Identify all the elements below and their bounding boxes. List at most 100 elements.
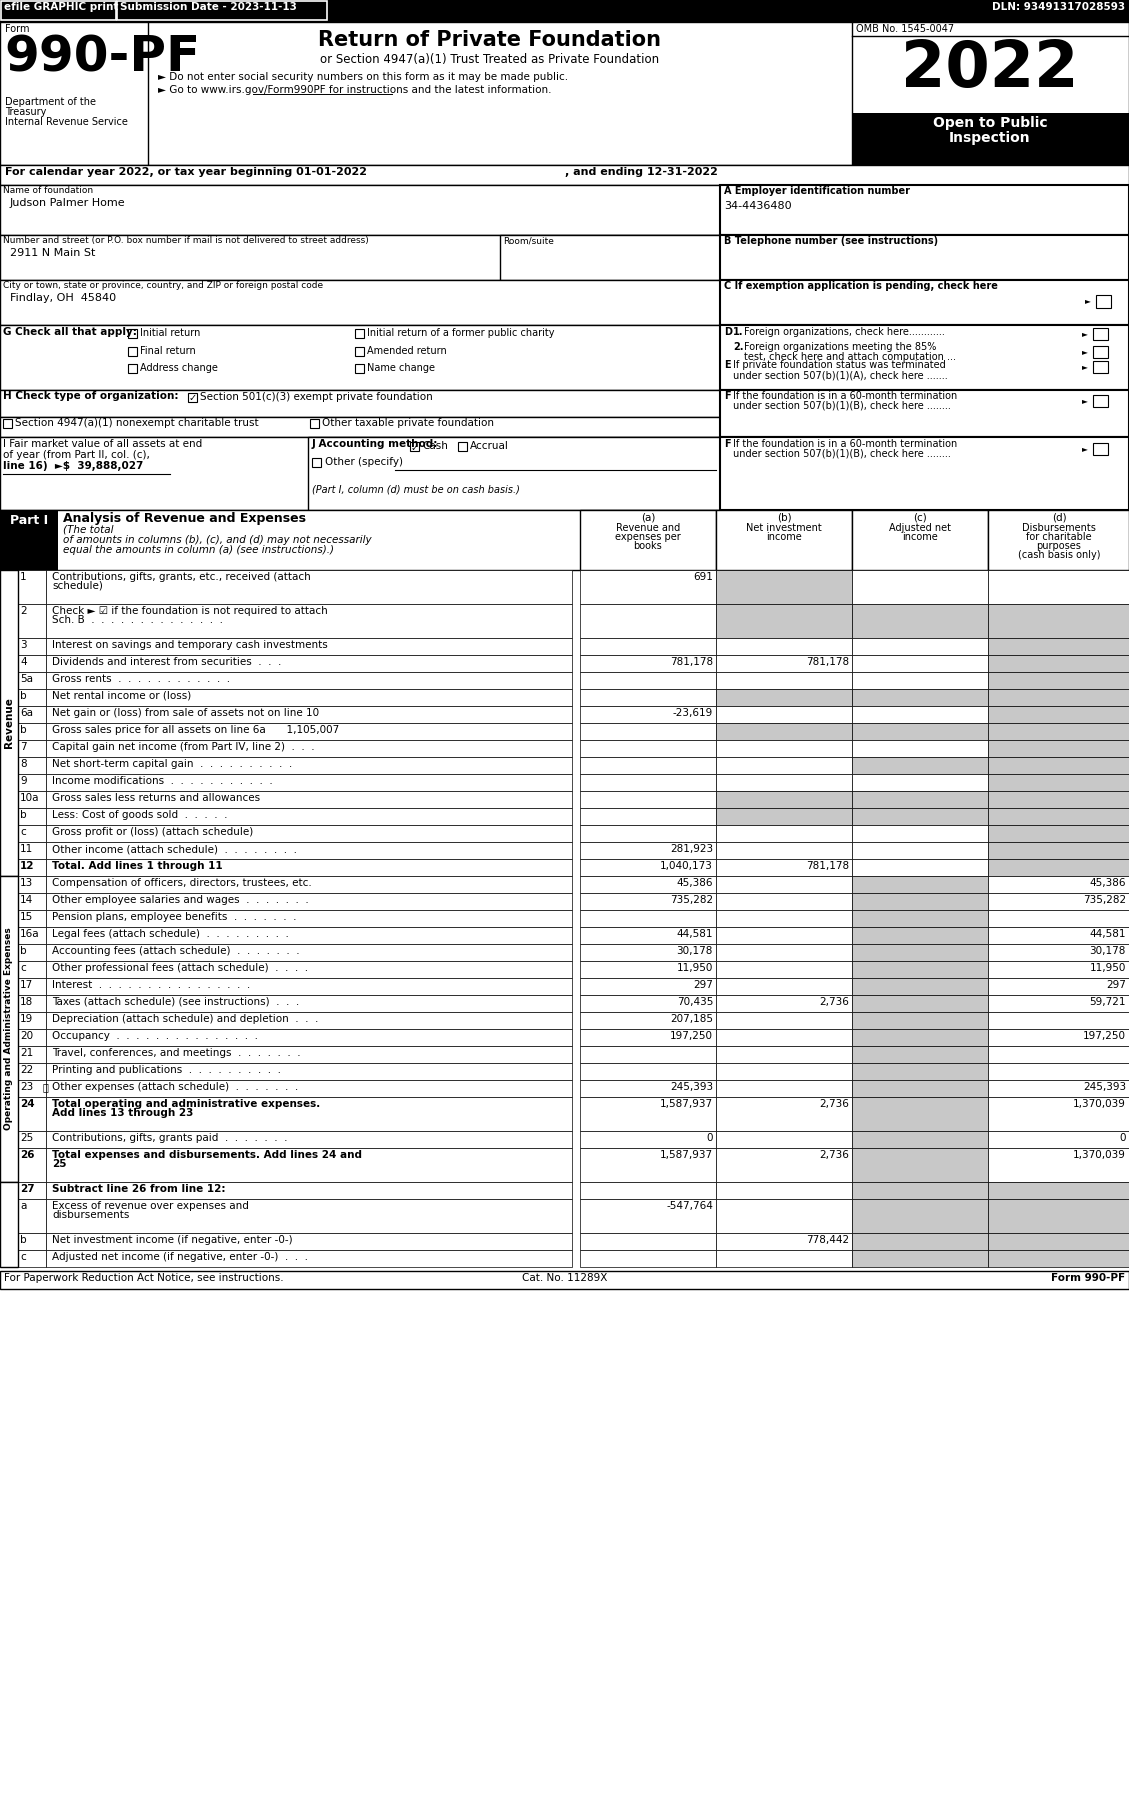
Text: Accrual: Accrual: [470, 441, 509, 451]
Bar: [18, 604, 46, 638]
Text: 1: 1: [20, 572, 27, 583]
Text: 34-4436480: 34-4436480: [724, 201, 791, 210]
Text: 1,040,173: 1,040,173: [660, 861, 714, 870]
Bar: [852, 978, 988, 994]
Text: 781,178: 781,178: [806, 861, 849, 870]
Text: Other professional fees (attach schedule)  .  .  .  .: Other professional fees (attach schedule…: [52, 964, 308, 973]
Bar: [0, 165, 1129, 185]
Text: (d): (d): [1052, 512, 1066, 523]
Bar: [46, 960, 572, 978]
Text: b: b: [20, 946, 27, 957]
Text: Check ► ☑ if the foundation is not required to attach: Check ► ☑ if the foundation is not requi…: [52, 606, 327, 617]
Text: Total operating and administrative expenses.: Total operating and administrative expen…: [52, 1099, 321, 1109]
Bar: [18, 859, 46, 876]
Bar: [852, 1097, 988, 1131]
Bar: [716, 859, 852, 876]
Bar: [1093, 345, 1108, 358]
Text: 22: 22: [20, 1064, 33, 1075]
Text: Other (specify): Other (specify): [325, 457, 403, 467]
Text: Other employee salaries and wages  .  .  .  .  .  .  .: Other employee salaries and wages . . . …: [52, 895, 308, 904]
Text: Analysis of Revenue and Expenses: Analysis of Revenue and Expenses: [63, 512, 306, 525]
Bar: [18, 1250, 46, 1268]
Text: Address change: Address change: [140, 363, 218, 372]
Bar: [18, 807, 46, 825]
Text: Net investment: Net investment: [746, 523, 822, 532]
Bar: [852, 791, 988, 807]
Bar: [18, 944, 46, 960]
Bar: [580, 1250, 716, 1268]
Bar: [580, 672, 716, 689]
Text: A Employer identification number: A Employer identification number: [724, 185, 910, 196]
Text: 15: 15: [20, 912, 33, 922]
Bar: [988, 1233, 1129, 1250]
Bar: [46, 604, 572, 638]
Bar: [46, 1097, 572, 1131]
Bar: [0, 437, 1129, 511]
Bar: [580, 807, 716, 825]
Bar: [580, 1199, 716, 1233]
Bar: [852, 570, 988, 604]
Bar: [0, 22, 148, 165]
Bar: [18, 910, 46, 928]
Bar: [18, 723, 46, 741]
Text: 59,721: 59,721: [1089, 998, 1126, 1007]
Bar: [716, 791, 852, 807]
Bar: [988, 894, 1129, 910]
Bar: [410, 442, 419, 451]
Text: If private foundation status was terminated: If private foundation status was termina…: [733, 360, 946, 370]
Bar: [988, 1097, 1129, 1131]
Text: ✓: ✓: [189, 394, 196, 403]
Text: income: income: [767, 532, 802, 541]
Text: Sch. B  .  .  .  .  .  .  .  .  .  .  .  .  .  .: Sch. B . . . . . . . . . . . . . .: [52, 615, 224, 626]
Bar: [1093, 327, 1108, 340]
Bar: [716, 1250, 852, 1268]
Text: 2022: 2022: [901, 38, 1078, 101]
Text: Foreign organizations, check here............: Foreign organizations, check here.......…: [744, 327, 945, 336]
Bar: [0, 1271, 1129, 1289]
Text: Ⓢ: Ⓢ: [43, 1082, 49, 1091]
Text: Operating and Administrative Expenses: Operating and Administrative Expenses: [5, 928, 14, 1131]
Text: 297: 297: [1106, 980, 1126, 991]
Bar: [580, 773, 716, 791]
Bar: [988, 994, 1129, 1012]
Bar: [852, 944, 988, 960]
Text: Capital gain net income (from Part IV, line 2)  .  .  .: Capital gain net income (from Part IV, l…: [52, 743, 315, 752]
Bar: [18, 1028, 46, 1046]
Bar: [46, 841, 572, 859]
Text: 781,178: 781,178: [669, 656, 714, 667]
Text: b: b: [20, 811, 27, 820]
Text: 281,923: 281,923: [669, 843, 714, 854]
Bar: [46, 773, 572, 791]
Text: B Telephone number (see instructions): B Telephone number (see instructions): [724, 236, 938, 246]
Text: Submission Date - 2023-11-13: Submission Date - 2023-11-13: [120, 2, 297, 13]
Text: 1,587,937: 1,587,937: [659, 1099, 714, 1109]
Bar: [852, 841, 988, 859]
Bar: [716, 944, 852, 960]
Bar: [716, 960, 852, 978]
Text: D: D: [724, 327, 732, 336]
Bar: [716, 807, 852, 825]
Text: ►: ►: [1082, 329, 1088, 338]
Text: 11,950: 11,950: [676, 964, 714, 973]
Bar: [988, 757, 1129, 773]
Text: 7: 7: [20, 743, 27, 752]
Bar: [852, 1250, 988, 1268]
Text: 27: 27: [20, 1185, 35, 1194]
Text: , and ending 12-31-2022: , and ending 12-31-2022: [564, 167, 718, 176]
Bar: [580, 638, 716, 654]
Text: 26: 26: [20, 1151, 35, 1160]
Bar: [18, 654, 46, 672]
Text: ►: ►: [1082, 444, 1088, 453]
Text: 12: 12: [20, 861, 35, 870]
Text: Form 990-PF: Form 990-PF: [1051, 1273, 1124, 1284]
Text: 735,282: 735,282: [669, 895, 714, 904]
Text: Dividends and interest from securities  .  .  .: Dividends and interest from securities .…: [52, 656, 281, 667]
Bar: [852, 638, 988, 654]
Bar: [852, 1147, 988, 1181]
Bar: [310, 419, 320, 428]
Text: 2,736: 2,736: [820, 998, 849, 1007]
Bar: [716, 1181, 852, 1199]
Bar: [988, 841, 1129, 859]
Text: 1,587,937: 1,587,937: [659, 1151, 714, 1160]
Bar: [18, 757, 46, 773]
